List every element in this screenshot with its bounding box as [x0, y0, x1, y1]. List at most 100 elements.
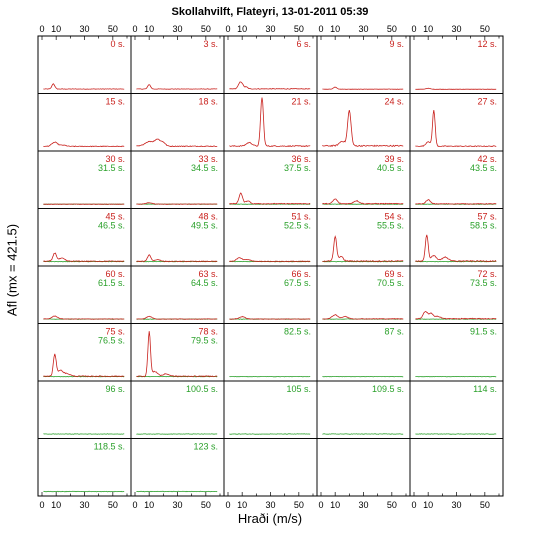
panel-time-label-red: 18 s.: [198, 97, 218, 107]
panel-time-label-red: 78 s.: [198, 327, 218, 337]
red-spectrum-line: [415, 311, 497, 320]
panel-time-label-green: 87 s.: [384, 327, 404, 337]
x-tick-label-top: 50: [108, 24, 118, 34]
panel-time-label-green: 109.5 s.: [372, 384, 404, 394]
panel-time-label-green: 114 s.: [473, 384, 497, 394]
panel-time-label-green: 52.5 s.: [284, 221, 311, 231]
x-tick-label-top: 10: [144, 24, 154, 34]
green-spectrum-line: [229, 433, 311, 435]
red-spectrum-line: [136, 254, 218, 263]
panel-time-label-green: 73.5 s.: [470, 278, 497, 288]
x-tick-label-top: 0: [132, 24, 137, 34]
red-spectrum-line: [43, 353, 125, 378]
x-tick-label-bottom: 50: [480, 500, 490, 510]
x-tick-label-bottom: 0: [225, 500, 230, 510]
red-spectrum-line: [43, 252, 125, 263]
panel-time-label-red: 9 s.: [389, 39, 404, 49]
panel-time-label-red: 24 s.: [384, 97, 404, 107]
x-tick-label-bottom: 10: [144, 500, 154, 510]
panel-time-label-red: 72 s.: [477, 269, 497, 279]
red-spectrum-line: [415, 87, 497, 90]
x-tick-label-bottom: 30: [265, 500, 275, 510]
panel-time-label-green: 82.5 s.: [284, 327, 311, 337]
panel-time-label-red: 39 s.: [384, 154, 404, 164]
red-spectrum-line: [229, 97, 311, 148]
panel-time-label-red: 12 s.: [477, 39, 497, 49]
green-spectrum-line: [415, 433, 497, 435]
panel-time-label-green: 49.5 s.: [191, 221, 218, 231]
red-spectrum-line: [43, 315, 125, 320]
panel-frame: [316, 438, 411, 497]
red-spectrum-line: [136, 138, 218, 148]
red-spectrum-line: [415, 234, 497, 263]
panel-time-label-green: 40.5 s.: [377, 163, 404, 173]
panel-time-label-red: 57 s.: [477, 212, 497, 222]
panel-time-label-red: 15 s.: [105, 97, 125, 107]
panel-time-label-red: 75 s.: [105, 327, 125, 337]
panel-time-label-green: 46.5 s.: [98, 221, 125, 231]
panel-time-label-green: 31.5 s.: [98, 163, 125, 173]
red-spectrum-line: [322, 314, 404, 320]
red-spectrum-line: [415, 199, 497, 205]
panel-time-label-red: 69 s.: [384, 269, 404, 279]
panel-time-label-red: 6 s.: [296, 39, 311, 49]
x-tick-label-bottom: 30: [79, 500, 89, 510]
panel-time-label-green: 37.5 s.: [284, 163, 311, 173]
x-tick-label-top: 50: [201, 24, 211, 34]
x-tick-label-bottom: 10: [51, 500, 61, 510]
green-spectrum-line: [322, 433, 404, 435]
panel-time-label-green: 91.5 s.: [470, 327, 497, 337]
panel-time-label-red: 66 s.: [291, 269, 311, 279]
red-spectrum-line: [322, 110, 404, 148]
x-tick-label-bottom: 50: [201, 500, 211, 510]
panel-time-label-red: 36 s.: [291, 154, 311, 164]
x-tick-label-top: 50: [294, 24, 304, 34]
red-spectrum-line: [415, 109, 497, 148]
red-spectrum-line: [136, 315, 218, 320]
green-spectrum-line: [136, 490, 218, 493]
x-tick-label-bottom: 10: [423, 500, 433, 510]
panel-time-label-green: 70.5 s.: [377, 278, 404, 288]
x-tick-label-top: 0: [225, 24, 230, 34]
panel-time-label-red: 54 s.: [384, 212, 404, 222]
panel-time-label-red: 27 s.: [477, 97, 497, 107]
panel-time-label-red: 33 s.: [198, 154, 218, 164]
panel-time-label-green: 58.5 s.: [470, 221, 497, 231]
panel-time-label-green: 79.5 s.: [191, 336, 218, 346]
panel-time-label-green: 67.5 s.: [284, 278, 311, 288]
x-tick-label-top: 30: [172, 24, 182, 34]
x-tick-label-bottom: 50: [294, 500, 304, 510]
red-spectrum-line: [136, 331, 218, 378]
panel-time-label-green: 96 s.: [105, 384, 125, 394]
x-tick-label-top: 30: [358, 24, 368, 34]
panel-time-label-red: 30 s.: [105, 154, 125, 164]
panel-time-label-green: 64.5 s.: [191, 278, 218, 288]
x-tick-label-top: 10: [237, 24, 247, 34]
red-spectrum-line: [322, 235, 404, 262]
red-spectrum-line: [229, 192, 311, 205]
panel-time-label-red: 63 s.: [198, 269, 218, 279]
red-spectrum-line: [229, 315, 311, 320]
panel-time-label-red: 42 s.: [477, 154, 497, 164]
x-tick-label-top: 10: [423, 24, 433, 34]
x-tick-label-top: 50: [480, 24, 490, 34]
panel-frame: [223, 438, 318, 497]
green-spectrum-line: [136, 433, 218, 435]
panel-time-label-green: 100.5 s.: [186, 384, 218, 394]
x-tick-label-bottom: 0: [411, 500, 416, 510]
panel-time-label-green: 76.5 s.: [98, 336, 125, 346]
panel-time-label-green: 118.5 s.: [94, 442, 125, 452]
chart-title: Skollahvilft, Flateyri, 13-01-2011 05:39: [171, 6, 369, 18]
x-tick-label-top: 0: [318, 24, 323, 34]
x-tick-label-top: 0: [39, 24, 44, 34]
panel-time-label-green: 34.5 s.: [191, 163, 218, 173]
panel-time-label-red: 60 s.: [105, 269, 125, 279]
panel-time-label-red: 3 s.: [203, 39, 218, 49]
panel-time-label-red: 21 s.: [291, 97, 311, 107]
x-tick-label-bottom: 10: [330, 500, 340, 510]
x-tick-label-top: 10: [330, 24, 340, 34]
red-spectrum-line: [136, 202, 218, 205]
x-tick-label-bottom: 0: [39, 500, 44, 510]
x-axis-label: Hraði (m/s): [237, 511, 303, 526]
x-tick-label-top: 50: [387, 24, 397, 34]
